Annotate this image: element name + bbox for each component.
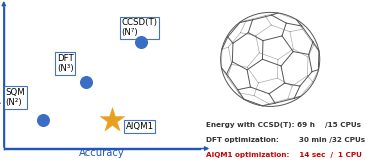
Text: DFT
(N³): DFT (N³) [57,54,74,73]
Y-axis label: Computational cost: Computational cost [0,29,2,126]
Text: CCSD(T)
(N⁷): CCSD(T) (N⁷) [122,18,158,37]
Text: AIQM1: AIQM1 [125,122,154,131]
Text: Energy with CCSD(T): 69 h    /15 CPUs: Energy with CCSD(T): 69 h /15 CPUs [206,122,361,128]
Text: SQM
(N²): SQM (N²) [6,88,25,107]
X-axis label: Accuracy: Accuracy [79,148,125,159]
Point [109,119,115,121]
Text: AIQM1 optimization:    14 sec  /  1 CPU: AIQM1 optimization: 14 sec / 1 CPU [206,152,362,158]
Point [138,41,144,43]
Point [40,119,46,121]
Text: DFT optimization:        30 min /32 CPUs: DFT optimization: 30 min /32 CPUs [206,137,365,143]
Point [83,81,89,83]
